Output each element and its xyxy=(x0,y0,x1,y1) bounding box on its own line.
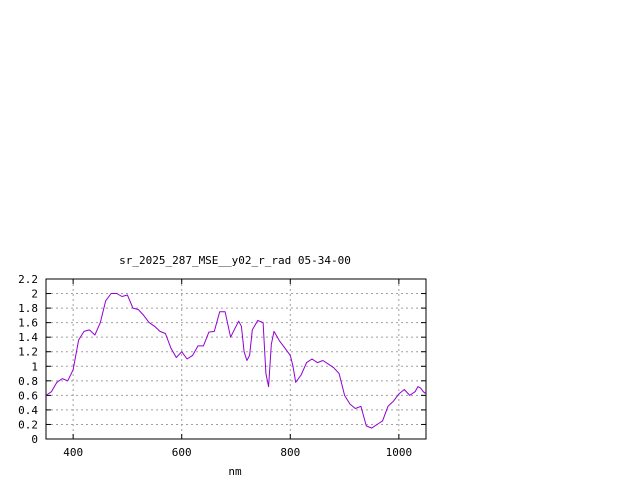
axes xyxy=(45,278,427,440)
series xyxy=(45,293,427,429)
y-tick-label: 0.8 xyxy=(18,375,38,388)
y-tick-label: 0 xyxy=(31,433,38,446)
y-tick-label: 0.2 xyxy=(18,418,38,431)
chart-title: sr_2025_287_MSE__y02_r_rad 05-34-00 xyxy=(119,254,351,267)
x-tick-label: 400 xyxy=(63,446,83,459)
grid xyxy=(46,279,426,439)
x-axis-label: nm xyxy=(228,465,242,478)
tick-labels: 0 0.20.4 0.60.8 11.2 1.41.6 1.82 2.2 400 600 800 1… xyxy=(18,273,412,459)
y-tick-label: 1.8 xyxy=(18,302,38,315)
x-tick-label: 600 xyxy=(172,446,192,459)
y-tick-label: 1 xyxy=(31,360,38,373)
series-line xyxy=(45,293,427,429)
x-tick-label: 800 xyxy=(280,446,300,459)
y-tick-label: 0.6 xyxy=(18,389,38,402)
plot-frame xyxy=(45,278,427,440)
y-tick-label: 1.4 xyxy=(18,331,38,344)
y-tick-label: 2 xyxy=(31,288,38,301)
y-tick-label: 1.6 xyxy=(18,317,38,330)
y-tick-label: 1.2 xyxy=(18,346,38,359)
x-tick-label: 1000 xyxy=(386,446,413,459)
y-tick-label: 2.2 xyxy=(18,273,38,286)
y-tick-label: 0.4 xyxy=(18,404,38,417)
